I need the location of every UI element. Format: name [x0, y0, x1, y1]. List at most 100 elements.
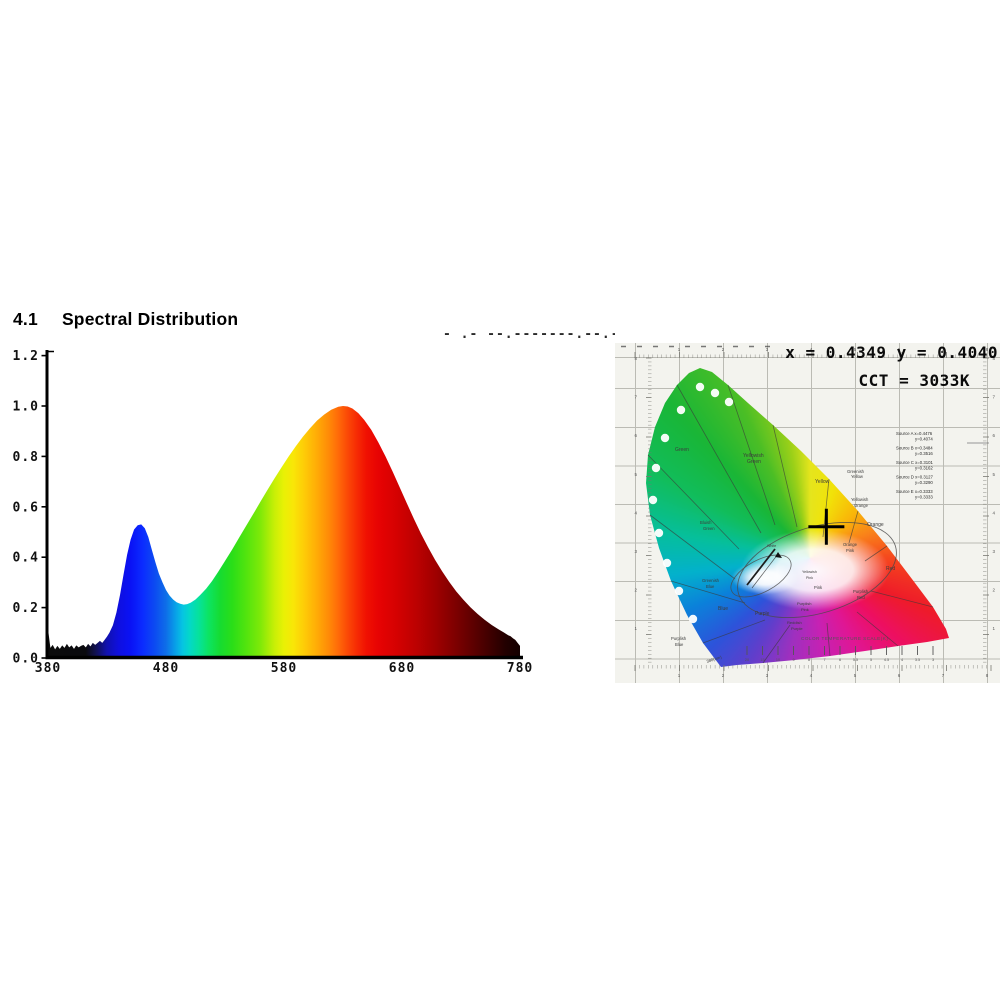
cie-axis-digit-top: 3: [766, 347, 769, 352]
x-tick-label: 580: [271, 661, 297, 676]
locus-dot: [688, 614, 698, 624]
cct-scale-value: 3: [932, 658, 934, 662]
cie-axis-digit-top: 2: [722, 347, 725, 352]
region-boundary-line: [647, 454, 740, 550]
locus-dot: [660, 433, 670, 443]
daylight-locus-segment: [751, 553, 779, 589]
cie-axis-digit-right: 5: [992, 472, 995, 477]
region-label: 380(nm): [706, 654, 723, 664]
cie-axis-digit-top: 4: [810, 347, 813, 352]
cie-axis-digit-bottom: 6: [898, 673, 901, 678]
region-label: Pink: [814, 585, 823, 590]
region-label: Green: [747, 459, 761, 465]
region-label: Yellow: [815, 479, 830, 485]
cie-axis-digit-left: 2: [634, 588, 637, 593]
cie-axis-digit-bottom: 7: [942, 673, 945, 678]
locus-dot: [695, 382, 705, 392]
cie-axis-digit-left: 4: [634, 510, 637, 515]
locus-dot: [662, 558, 672, 568]
cie-axis-digit-top: 8: [986, 347, 989, 352]
region-label: Red: [857, 595, 865, 600]
cie-axis-digit-top: 5: [854, 347, 857, 352]
cie-axis-digit-right: 7: [992, 395, 995, 400]
region-label: Green: [703, 526, 715, 531]
region-boundary-line: [864, 545, 888, 562]
y-tick-label: 0.0: [13, 652, 39, 667]
x-tick-label: 480: [153, 661, 179, 676]
cie-axis-digit-left: 5: [634, 472, 637, 477]
cct-scale-value: 5.5: [853, 658, 858, 662]
legend-source-line: y=0.3162: [915, 466, 933, 471]
region-label: Blue: [675, 642, 684, 647]
cie-axis-digit-bottom: 8: [986, 673, 989, 678]
region-boundary-line: [649, 514, 736, 580]
y-axis-ticks: 0.0 0.2 0.4 0.6 0.8 1.0 1.2: [13, 349, 47, 667]
y-tick-label: 1.2: [13, 349, 39, 364]
locus-dot: [674, 586, 684, 596]
cct-scale-value: 9: [792, 658, 794, 662]
x-tick-label: 780: [507, 661, 533, 676]
section-number: 4.1: [13, 309, 38, 329]
region-boundary-line: [870, 590, 934, 608]
region-label: Orange: [867, 522, 884, 528]
legend-source-line: y=0.3516: [915, 451, 933, 456]
cct-scale-value: 7: [823, 658, 825, 662]
locus-dot: [676, 405, 686, 415]
region-boundary-line: [848, 510, 859, 544]
spectral-distribution-chart: 0.0 0.2 0.4 0.6 0.8 1.0 1.2 380 480 580 680 780: [13, 349, 533, 676]
region-boundary-line: [676, 384, 762, 534]
cie-overlay: 8 87 76 65 54 43 32 21 11122334455667788GreenYel…: [621, 345, 995, 678]
cct-scale-value: 10: [776, 658, 780, 662]
x-axis-ticks: 380 480 580 680 780: [35, 661, 533, 676]
cie-axis-digit-top: 7: [942, 347, 945, 352]
region-boundary-line: [826, 622, 831, 657]
locus-dot: [710, 388, 720, 398]
legend-source-line: y=0.3333: [915, 495, 933, 500]
region-label: Yellow: [851, 474, 864, 479]
region-label: White: [767, 544, 776, 548]
cie-axis-digit-right: 6: [992, 433, 995, 438]
region-label: Orange: [843, 542, 858, 547]
legend-source-line: Source E x=0.3333: [896, 489, 933, 494]
region-boundary-line: [702, 619, 766, 644]
cie-axis-digit-top: 1: [678, 347, 681, 352]
white-region-outer-ellipse: [737, 521, 897, 619]
y-tick-label: 0.6: [13, 500, 39, 515]
region-label: Green: [675, 447, 689, 453]
cie-axis-digit-left: 6: [634, 433, 637, 438]
region-label: Red: [886, 566, 895, 572]
x-tick-label: 380: [35, 661, 61, 676]
cct-scale-value: 6: [839, 658, 841, 662]
region-boundary-line: [727, 384, 776, 526]
cie-axis-digit-left: 8: [634, 356, 637, 361]
cie-axis-digit-bottom: 4: [810, 673, 813, 678]
legend-source-line: Source C x=0.3101: [896, 460, 934, 465]
cct-scale-value: 4.5: [884, 658, 889, 662]
cie-axis-digit-right: 3: [992, 549, 995, 554]
cct-scale-title: COLOR TEMPERATURE SCALE(K): [801, 636, 888, 641]
locus-dot: [724, 397, 734, 407]
chromaticity-coordinates-readout: x = 0.4349 y = 0.4040: [785, 343, 998, 362]
clipped-header-fragment: - .- --.-------.--.----,---: [443, 333, 615, 342]
region-label: Yellowish: [802, 570, 817, 574]
region-label: Orange: [854, 503, 869, 508]
cie-axis-digit-right: 8: [992, 356, 995, 361]
y-tick-label: 1.0: [13, 400, 39, 415]
region-label: Pink: [846, 548, 855, 553]
region-boundary-line: [856, 611, 899, 647]
region-label: Bluish: [700, 520, 712, 525]
legend-source-line: Source A x=0.4476: [896, 431, 933, 436]
region-boundary-line: [670, 580, 746, 604]
legend-source-line: Source D x=0.3127: [896, 475, 934, 480]
region-label: Yellowish: [743, 453, 764, 459]
legend-source-line: y=0.3290: [915, 480, 933, 485]
cie-axis-digit-left: 7: [634, 395, 637, 400]
y-tick-label: 0.8: [13, 450, 39, 465]
region-label: Pink: [801, 607, 809, 612]
cct-scale-value: 5: [870, 658, 872, 662]
cie-axis-digit-left: 3: [634, 549, 637, 554]
cie-chromaticity-diagram: 8 8 7 7 6 6 5 5 4 4 3 3 2 2 1 1 1 1 2 2 3 3 4 4 5 5 6 6 7 7 8 8 Green Yel…: [615, 343, 1000, 683]
cie-axis-digit-right: 1: [992, 626, 995, 631]
region-label: Purple: [791, 626, 803, 631]
